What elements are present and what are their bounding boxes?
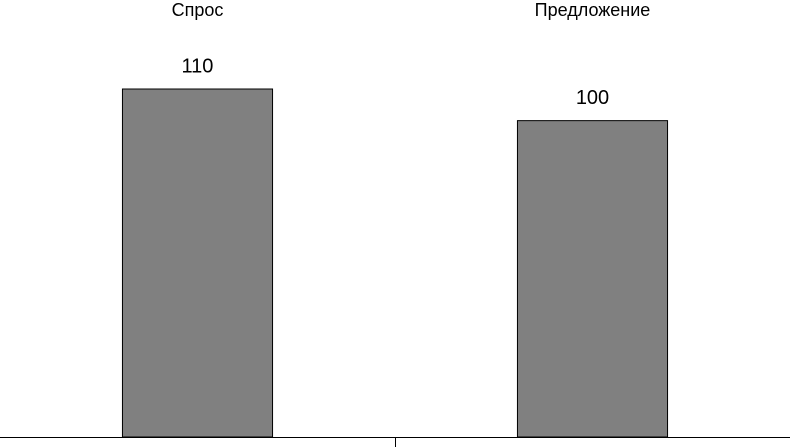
category-label: Предложение: [535, 0, 651, 20]
value-label: 110: [182, 55, 214, 77]
bar: [121, 88, 274, 438]
value-label: 100: [576, 87, 609, 109]
category-label: Спрос: [172, 0, 224, 20]
bar: [516, 120, 669, 438]
